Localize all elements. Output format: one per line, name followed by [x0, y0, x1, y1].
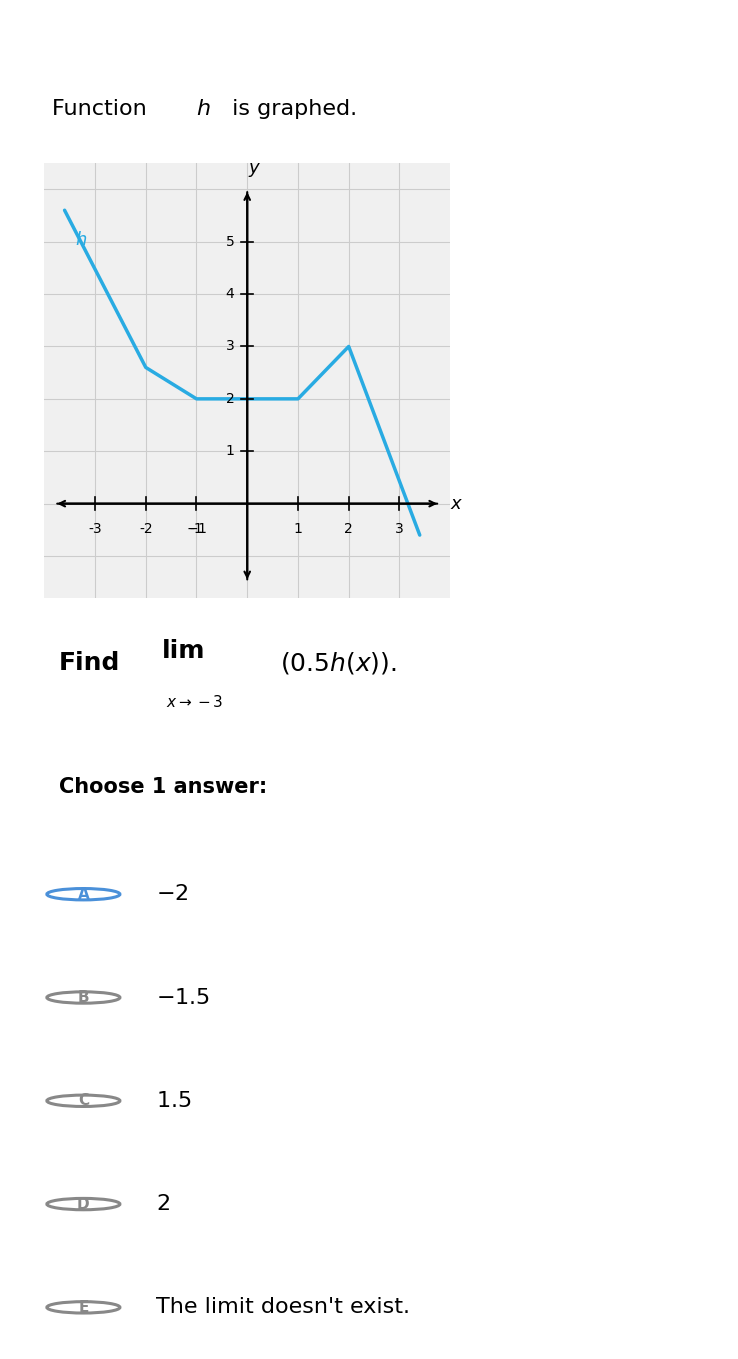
Text: $\left(0.5h(x)\right).$: $\left(0.5h(x)\right).$	[280, 650, 397, 675]
Text: $x$: $x$	[450, 495, 463, 512]
Text: $h$: $h$	[196, 99, 210, 118]
Text: 3: 3	[226, 340, 235, 353]
Text: 5: 5	[226, 235, 235, 249]
Text: 3: 3	[395, 522, 404, 535]
Text: 1: 1	[294, 522, 303, 535]
Text: C: C	[77, 1093, 89, 1109]
Text: B: B	[77, 989, 89, 1006]
Text: 1: 1	[226, 444, 235, 458]
Text: 2: 2	[345, 522, 353, 535]
Text: Function: Function	[52, 99, 154, 118]
Text: 2: 2	[226, 391, 235, 406]
Text: D: D	[77, 1196, 90, 1212]
Text: Find: Find	[59, 651, 120, 674]
Text: Choose 1 answer:: Choose 1 answer:	[59, 777, 267, 798]
Text: $2$: $2$	[156, 1195, 170, 1214]
Text: $-2$: $-2$	[156, 885, 189, 904]
Text: The limit doesn't exist.: The limit doesn't exist.	[156, 1298, 410, 1317]
Text: -3: -3	[89, 522, 102, 535]
Text: $y$: $y$	[248, 160, 261, 179]
Text: -2: -2	[139, 522, 153, 535]
Text: $x\to-3$: $x\to-3$	[166, 694, 224, 709]
Text: $1.5$: $1.5$	[156, 1091, 192, 1110]
Text: $h$: $h$	[75, 231, 87, 249]
Text: -1: -1	[190, 522, 204, 535]
Text: is graphed.: is graphed.	[225, 99, 357, 118]
Text: $-1$: $-1$	[186, 522, 207, 535]
Text: $-1.5$: $-1.5$	[156, 988, 210, 1007]
Text: lim: lim	[162, 639, 206, 663]
Text: E: E	[78, 1299, 89, 1316]
Text: A: A	[77, 886, 89, 902]
Text: 4: 4	[226, 287, 235, 302]
